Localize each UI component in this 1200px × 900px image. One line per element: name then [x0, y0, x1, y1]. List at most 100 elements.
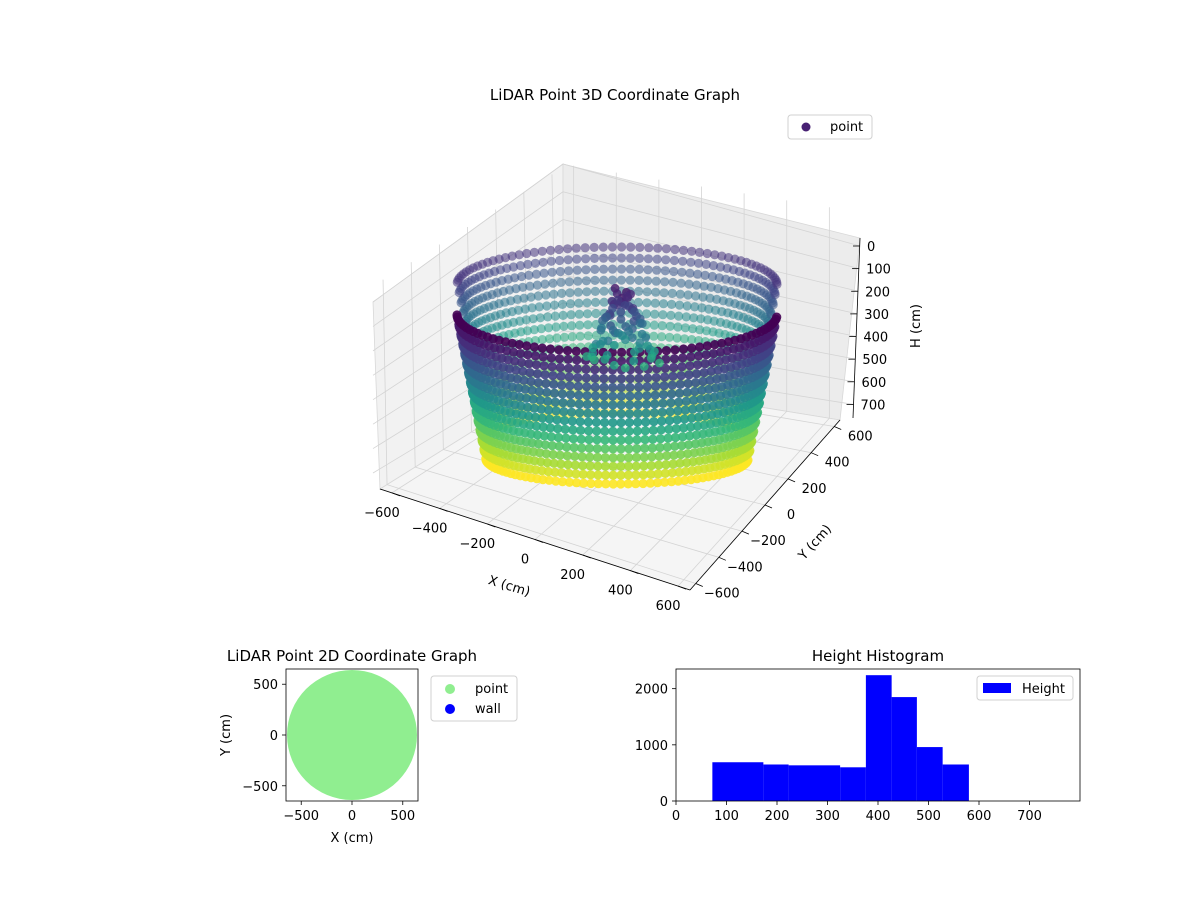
wall-point	[673, 476, 683, 486]
cluster-point	[616, 307, 626, 317]
cluster-point	[616, 314, 626, 324]
wall-point	[514, 250, 524, 260]
wall-point	[649, 320, 659, 330]
wall-point	[616, 374, 627, 384]
point-disk-2d	[287, 670, 417, 800]
wall-point	[664, 415, 675, 426]
wall-point	[581, 373, 592, 383]
legend-2d: point wall	[430, 675, 518, 722]
wall-point	[664, 332, 675, 342]
wall-point	[538, 352, 548, 362]
y-tick-label-3d: 600	[848, 430, 873, 445]
wall-point	[600, 453, 610, 463]
wall-point	[632, 435, 642, 445]
cluster-point	[639, 362, 649, 371]
wall-point	[673, 406, 683, 416]
wall-point	[624, 417, 635, 428]
wall-point	[625, 275, 635, 285]
wall-point	[608, 444, 618, 454]
wall-point	[694, 412, 704, 422]
wall-point	[624, 426, 634, 436]
wall-point	[527, 385, 537, 395]
wall-point	[653, 469, 663, 479]
wall-point	[770, 287, 780, 298]
wall-point	[574, 309, 584, 319]
wall-point	[648, 434, 658, 444]
wall-point	[674, 311, 684, 321]
wall-point	[591, 391, 601, 401]
wall-point	[651, 373, 661, 383]
wall-point	[517, 357, 527, 368]
wall-point	[660, 477, 670, 487]
wall-point	[616, 453, 626, 463]
x-tick-label-histogram: 600	[967, 809, 992, 824]
wall-point	[650, 390, 660, 400]
wall-point	[616, 461, 626, 471]
wall-point	[549, 379, 559, 389]
wall-point	[698, 376, 708, 387]
wall-point	[646, 461, 656, 471]
y-tick-label-3d: 0	[787, 508, 795, 523]
wall-point	[661, 460, 671, 470]
wall-point	[532, 369, 543, 379]
wall-point	[608, 435, 618, 445]
wall-point	[631, 479, 641, 489]
wall-point	[680, 323, 691, 333]
wall-point	[511, 284, 521, 294]
wall-point	[589, 253, 600, 263]
wall-point	[669, 450, 679, 460]
cluster-point	[609, 360, 619, 370]
wall-point	[633, 297, 644, 307]
wall-point	[688, 404, 698, 414]
wall-point	[564, 277, 574, 287]
wall-point	[702, 341, 712, 351]
wall-point	[649, 408, 659, 418]
wall-point	[681, 396, 691, 406]
wall-point	[556, 371, 566, 381]
wall-point	[696, 394, 706, 404]
wall-point	[551, 322, 561, 332]
wall-point	[625, 253, 636, 263]
cluster-point	[582, 352, 592, 361]
wall-point	[624, 409, 635, 419]
wall-point	[655, 434, 666, 444]
wall-point	[678, 344, 689, 354]
wall-point	[600, 444, 610, 454]
y-tick-label-histogram: 2000	[635, 683, 668, 698]
wall-point	[624, 444, 634, 454]
wall-point	[536, 324, 546, 334]
wall-point	[607, 264, 618, 274]
wall-point	[517, 271, 527, 282]
cluster-point	[643, 341, 652, 350]
wall-point	[538, 422, 548, 432]
wall-point	[537, 335, 547, 345]
wall-point	[540, 279, 550, 289]
wall-point	[691, 291, 701, 301]
wall-point	[591, 308, 601, 319]
wall-point	[660, 277, 670, 287]
wall-point	[570, 451, 580, 461]
wall-point	[577, 452, 587, 462]
wall-point	[545, 423, 556, 433]
wall-point	[563, 460, 573, 470]
wall-point	[591, 417, 602, 427]
wall-point	[584, 434, 594, 445]
wall-point	[700, 270, 710, 280]
wall-point	[678, 432, 688, 442]
wall-point	[564, 363, 574, 373]
wall-point	[523, 350, 533, 360]
wall-point	[654, 451, 664, 461]
wall-point	[650, 309, 660, 319]
wall-point	[667, 299, 677, 309]
wall-point	[548, 278, 558, 288]
wall-point	[557, 299, 568, 309]
x-tick-label-histogram: 500	[916, 809, 941, 824]
wall-point	[662, 442, 673, 452]
legend-histogram-frame	[976, 675, 1074, 701]
wall-point	[592, 444, 602, 454]
wall-point	[706, 282, 716, 292]
wall-point	[678, 353, 688, 363]
wall-point	[507, 251, 517, 261]
wall-point	[582, 399, 593, 409]
wall-point	[707, 357, 718, 368]
